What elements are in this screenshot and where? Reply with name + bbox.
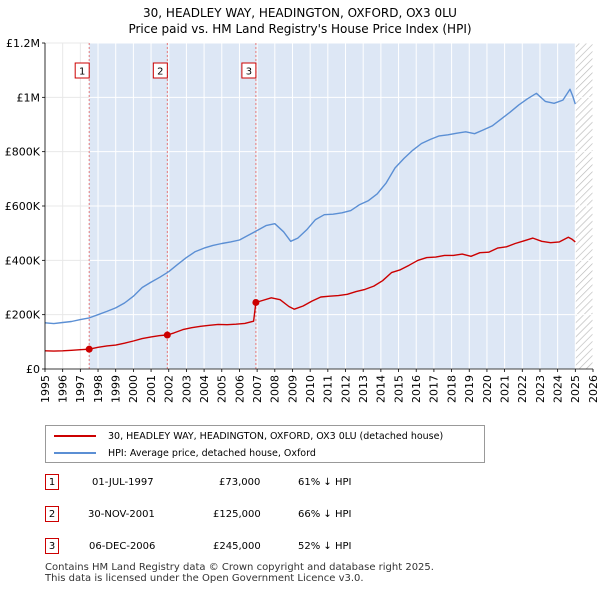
x-tick-label: 1999 <box>110 375 123 403</box>
price-chart: 1 2 3 £0 £200K £400K £600K £800K £1M £1.2M 1995 199… <box>5 37 600 403</box>
x-tick-label: 1998 <box>92 375 105 403</box>
x-tick-label: 2025 <box>569 375 582 403</box>
x-tick-label: 2017 <box>428 375 441 403</box>
x-tick-label: 2012 <box>339 375 352 403</box>
legend-entry-price-paid: 30, HEADLEY WAY, HEADINGTON, OXFORD, OX3… <box>54 428 443 444</box>
transaction-number: 3 <box>45 538 59 554</box>
y-tick-label: £600K <box>5 200 41 213</box>
transaction-number: 1 <box>45 474 59 490</box>
chart-title: 30, HEADLEY WAY, HEADINGTON, OXFORD, OX3… <box>143 6 457 20</box>
transaction-hpi-diff: 66% ↓ HPI <box>298 509 352 520</box>
y-tick-label: £0 <box>26 363 40 376</box>
transaction-hpi-diff: 52% ↓ HPI <box>298 541 352 552</box>
transaction-price: £125,000 <box>213 509 261 520</box>
x-tick-label: 1995 <box>39 375 52 403</box>
transaction-label-box <box>152 62 168 79</box>
x-tick-label: 2026 <box>587 375 600 403</box>
legend-swatch-price-paid <box>54 435 96 437</box>
transaction-label-box <box>241 62 257 79</box>
y-tick-label: £800K <box>5 146 41 159</box>
footer-copyright: Contains HM Land Registry data © Crown c… <box>45 562 434 573</box>
transaction-marker <box>85 345 93 353</box>
legend-label-hpi: HPI: Average price, detached house, Oxfo… <box>108 447 316 459</box>
x-tick-label: 2006 <box>233 375 246 403</box>
x-tick-label: 2019 <box>463 375 476 403</box>
transaction-price: £245,000 <box>213 541 261 552</box>
x-tick-label: 2009 <box>286 375 299 403</box>
x-tick-label: 1997 <box>74 375 87 403</box>
x-tick-label: 2000 <box>127 375 140 403</box>
x-tick-label: 2007 <box>251 375 264 403</box>
x-tick-label: 2021 <box>498 375 511 403</box>
transaction-label-text: 1 <box>79 67 85 78</box>
transaction-date: 06-DEC-2006 <box>89 541 156 552</box>
transaction-number: 2 <box>45 506 59 522</box>
transaction-price: £73,000 <box>219 477 261 488</box>
x-tick-label: 2015 <box>392 375 405 403</box>
legend-entry-hpi: HPI: Average price, detached house, Oxfo… <box>54 445 316 461</box>
transaction-date: 30-NOV-2001 <box>88 509 155 520</box>
x-tick-label: 2024 <box>551 375 564 403</box>
y-tick-label: £1M <box>17 91 41 104</box>
x-tick-label: 2020 <box>481 375 494 403</box>
x-tick-label: 2016 <box>410 375 423 403</box>
x-tick-label: 2002 <box>163 375 176 403</box>
x-tick-label: 2011 <box>322 375 335 403</box>
x-tick-label: 2023 <box>534 375 547 403</box>
x-tick-label: 2010 <box>304 375 317 403</box>
transaction-label-text: 2 <box>157 67 163 78</box>
chart-subtitle: Price paid vs. HM Land Registry's House … <box>128 22 472 36</box>
transaction-hpi-diff: 61% ↓ HPI <box>298 477 352 488</box>
x-tick-label: 2014 <box>375 375 388 403</box>
x-tick-label: 2022 <box>516 375 529 403</box>
legend: 30, HEADLEY WAY, HEADINGTON, OXFORD, OX3… <box>45 425 485 463</box>
y-tick-label: £200K <box>5 309 41 322</box>
transaction-date: 01-JUL-1997 <box>92 477 154 488</box>
legend-swatch-hpi <box>54 452 96 454</box>
x-tick-label: 2003 <box>180 375 193 403</box>
y-tick-label: £1.2M <box>6 37 40 50</box>
x-tick-label: 2013 <box>357 375 370 403</box>
x-tick-label: 2004 <box>198 375 211 403</box>
x-tick-label: 2008 <box>269 375 282 403</box>
x-tick-label: 1996 <box>57 375 70 403</box>
y-tick-label: £400K <box>5 254 41 267</box>
x-tick-label: 2018 <box>445 375 458 403</box>
footer-licence: This data is licensed under the Open Gov… <box>45 573 364 584</box>
transaction-marker <box>252 298 260 306</box>
x-tick-label: 2005 <box>216 375 229 403</box>
transaction-label-text: 3 <box>246 67 252 78</box>
transaction-marker <box>163 331 171 339</box>
hpi-line <box>44 88 576 325</box>
legend-label-price-paid: 30, HEADLEY WAY, HEADINGTON, OXFORD, OX3… <box>108 430 444 442</box>
price-paid-line <box>44 236 576 352</box>
x-tick-label: 2001 <box>145 375 158 403</box>
transaction-label-box <box>74 62 90 79</box>
